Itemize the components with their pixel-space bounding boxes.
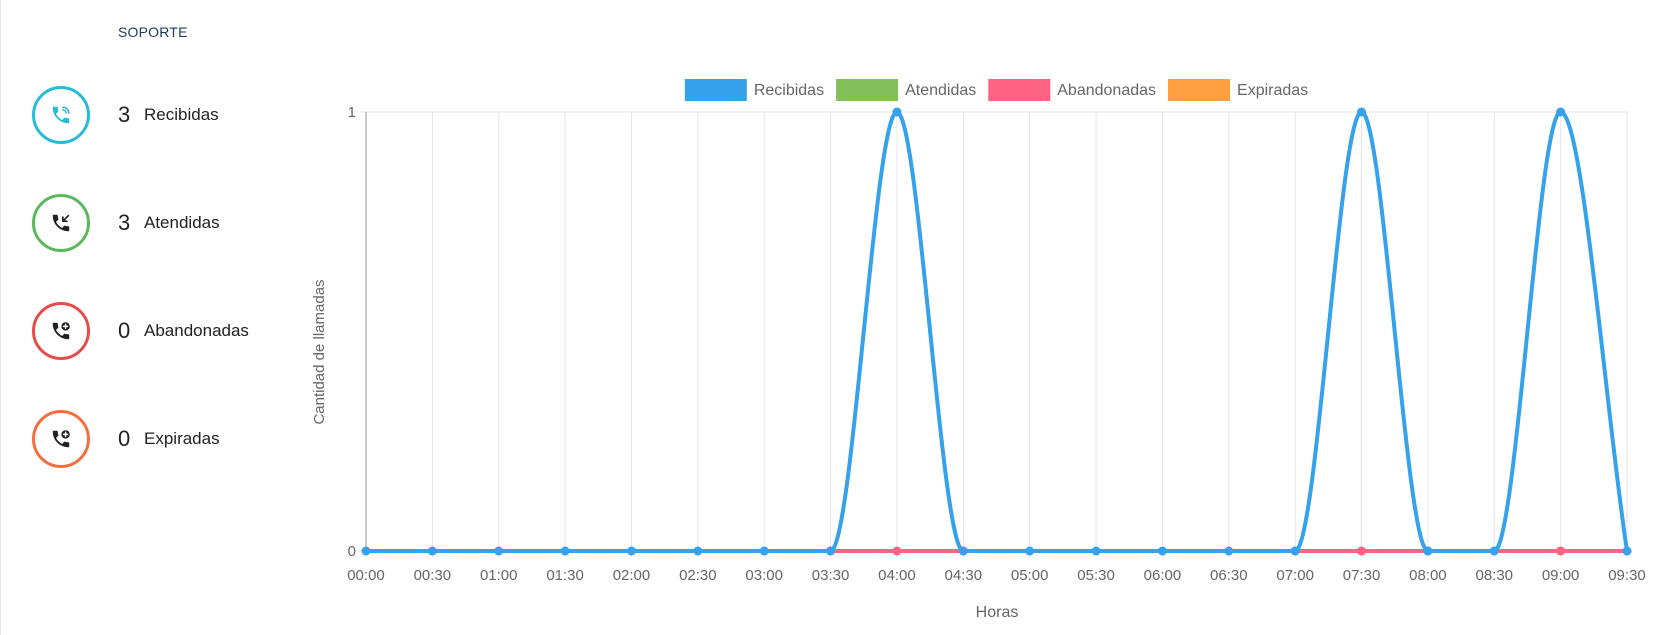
data-point	[759, 546, 769, 556]
data-point	[1423, 546, 1433, 556]
series-recibidas	[361, 107, 1632, 556]
data-point	[693, 546, 703, 556]
x-tick-label: 06:30	[1210, 567, 1248, 584]
legend-swatch	[1168, 79, 1231, 101]
y-axis-label: Cantidad de llamadas	[311, 279, 328, 424]
data-point	[626, 546, 636, 556]
chart-series	[361, 107, 1632, 556]
legend-swatch	[988, 79, 1051, 101]
data-point	[892, 546, 902, 556]
data-point	[958, 546, 968, 556]
phone-ringing-icon	[52, 106, 70, 124]
stat-label: Recibidas	[144, 105, 219, 124]
section-title: SOPORTE	[118, 24, 188, 40]
stat-expiradas: 0 Expiradas	[32, 410, 220, 468]
x-tick-label: 00:30	[414, 567, 452, 584]
stat-recibidas: 3 Recibidas	[32, 86, 219, 144]
x-axis-label: Horas	[976, 604, 1019, 621]
stat-label: Expiradas	[144, 429, 220, 448]
x-tick-label: 07:30	[1343, 567, 1381, 584]
x-tick-label: 03:30	[812, 567, 850, 584]
data-point	[1157, 546, 1167, 556]
x-tick-label: 08:00	[1409, 567, 1447, 584]
phone-plus-icon	[52, 322, 70, 340]
legend-item: Recibidas	[684, 79, 824, 101]
stat-label: Abandonadas	[144, 321, 249, 340]
data-point	[361, 546, 371, 556]
chart-grid	[360, 111, 1628, 557]
data-point	[427, 546, 437, 556]
x-tick-label: 09:30	[1608, 567, 1646, 584]
chart-legend: Recibidas Atendidas Abandonadas Expiradas	[684, 79, 1308, 101]
x-tick-label: 03:00	[745, 567, 783, 584]
series-line	[366, 110, 1629, 554]
x-tick-label: 07:00	[1276, 567, 1314, 584]
stat-count: 3	[118, 102, 131, 127]
stat-abandonadas: 0 Abandonadas	[32, 302, 249, 360]
data-point	[1357, 107, 1367, 117]
legend-item: Expiradas	[1168, 79, 1308, 101]
legend-label: Abandonadas	[1057, 82, 1156, 99]
x-tick-label: 02:00	[613, 567, 651, 584]
data-point	[1224, 546, 1234, 556]
data-point	[1622, 546, 1632, 556]
x-tick-label: 01:30	[546, 567, 584, 584]
chart-axes: 00:00 00:30 01:00 01:30 02:00 02:30 03:00 03:30…	[347, 104, 1646, 584]
x-tick-label: 02:30	[679, 567, 717, 584]
x-tick-label: 05:30	[1077, 567, 1115, 584]
legend-label: Atendidas	[905, 82, 976, 99]
x-tick-label: 04:00	[878, 567, 916, 584]
x-tick-label: 04:30	[945, 567, 983, 584]
data-point	[1556, 546, 1566, 556]
data-point	[1357, 546, 1367, 556]
x-tick-label: 05:00	[1011, 567, 1049, 584]
legend-swatch	[836, 79, 899, 101]
stat-label: Atendidas	[144, 213, 220, 232]
data-point	[1290, 546, 1300, 556]
x-tick-label: 00:00	[347, 567, 385, 584]
legend-label: Expiradas	[1237, 82, 1308, 99]
x-tick-label: 06:00	[1144, 567, 1182, 584]
legend-item: Atendidas	[836, 79, 976, 101]
data-point	[1025, 546, 1035, 556]
x-tick-label: 08:30	[1475, 567, 1513, 584]
data-point	[1091, 546, 1101, 556]
stat-icon-ring	[32, 410, 90, 468]
stat-icon-ring	[32, 194, 90, 252]
phone-incoming-icon	[52, 214, 70, 232]
y-tick-label: 1	[348, 104, 356, 121]
data-point	[1489, 546, 1499, 556]
y-tick-label: 0	[348, 543, 356, 560]
stat-count: 3	[118, 210, 131, 235]
stat-count: 0	[118, 426, 131, 451]
data-point	[494, 546, 504, 556]
legend-item: Abandonadas	[988, 79, 1156, 101]
x-tick-label: 01:00	[480, 567, 518, 584]
stat-atendidas: 3 Atendidas	[32, 194, 220, 252]
x-tick-label: 09:00	[1542, 567, 1580, 584]
legend-label: Recibidas	[754, 82, 824, 99]
panel-border	[0, 0, 1, 635]
data-point	[1556, 107, 1566, 117]
data-point	[560, 546, 570, 556]
data-point	[892, 107, 902, 117]
stat-count: 0	[118, 318, 131, 343]
stat-icon-ring	[32, 302, 90, 360]
legend-swatch	[684, 79, 747, 101]
phone-plus-icon	[52, 430, 70, 448]
data-point	[826, 546, 836, 556]
stat-icon-ring	[32, 86, 90, 144]
